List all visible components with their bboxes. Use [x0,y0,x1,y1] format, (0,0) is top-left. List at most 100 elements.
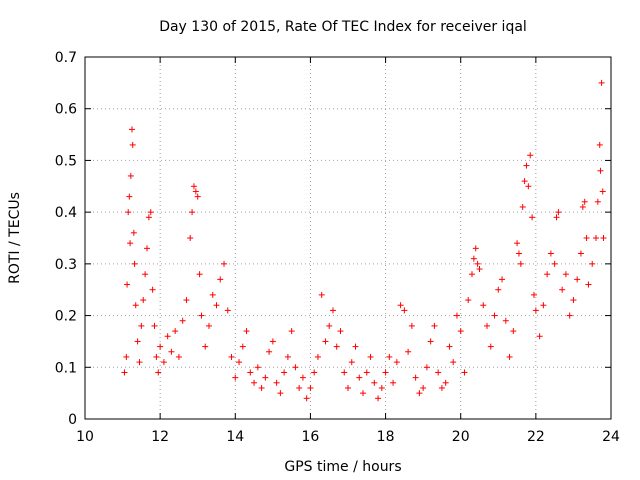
data-point [536,333,543,340]
data-point [559,286,566,293]
data-point [360,390,367,397]
data-point [151,322,158,329]
data-point [401,307,408,314]
data-point [183,297,190,304]
data-point [382,369,389,376]
data-point [525,183,532,190]
data-point [142,271,149,278]
x-tick-label: 18 [377,429,395,445]
y-tick-label: 0.6 [55,102,77,118]
data-point [599,188,606,195]
data-point [386,353,393,360]
data-point [517,260,524,267]
data-point [164,333,171,340]
data-point [269,338,276,345]
data-point [457,328,464,335]
data-point [292,364,299,371]
data-point [566,312,573,319]
data-point [284,353,291,360]
data-point [527,152,534,159]
data-point [126,193,133,200]
data-point [499,276,506,283]
data-point [299,374,306,381]
data-point [202,343,209,350]
data-point [515,250,522,257]
data-point [149,286,156,293]
data-point [138,322,145,329]
data-point [510,328,517,335]
data-point [474,260,481,267]
data-point [596,141,603,148]
data-point [461,369,468,376]
data-point [236,359,243,366]
data-point [123,353,130,360]
data-point [579,203,586,210]
data-point [356,374,363,381]
data-point [189,209,196,216]
y-tick-label: 0.5 [55,153,77,169]
x-tick-label: 14 [226,429,244,445]
data-point [416,390,423,397]
data-point [480,302,487,309]
data-point [224,307,231,314]
y-axis-label: ROTI / TECUs [7,192,23,284]
data-point [192,188,199,195]
data-point [532,307,539,314]
data-point [333,343,340,350]
data-point [266,348,273,355]
data-point [232,374,239,381]
x-tick-label: 24 [602,429,620,445]
data-point [136,359,143,366]
x-tick-label: 12 [151,429,169,445]
data-point [453,312,460,319]
data-point [187,235,194,241]
axis-ticks [84,56,612,420]
data-point [147,209,154,216]
data-point [442,379,449,386]
data-point [134,338,141,345]
data-point [179,317,186,324]
data-point [124,281,131,288]
data-point [221,260,228,267]
data-point [121,369,128,376]
x-tick-label: 22 [527,429,545,445]
data-point [438,384,445,391]
data-point [322,338,329,345]
data-point [495,286,502,293]
data-point [281,369,288,376]
data-point [371,379,378,386]
tick-labels: 10 12 14 16 18 20 22 24 0 0.1 0.2 0.3 0.4 0.5 0.6 0.7 [55,50,620,445]
data-point [450,359,457,366]
data-point [273,379,280,386]
y-tick-label: 0.1 [55,360,77,376]
data-point [168,348,175,355]
data-point [348,359,355,366]
data-point [198,312,205,319]
data-point [562,271,569,278]
data-point [140,297,147,304]
data-point [397,302,404,309]
x-tick-label: 20 [452,429,470,445]
data-point [551,260,558,267]
y-tick-label: 0.3 [55,257,77,273]
y-tick-label: 0.2 [55,309,77,325]
data-point [523,162,530,169]
data-point [277,390,284,397]
data-point [597,167,604,174]
data-point [337,328,344,335]
data-point [239,343,246,350]
data-point [581,198,588,205]
data-point [468,271,475,278]
data-point [131,260,138,267]
data-point [143,245,150,252]
data-point [217,276,224,283]
x-tick-label: 10 [76,429,94,445]
data-point [583,235,590,241]
data-point [145,214,152,221]
data-point [390,379,397,386]
data-point [484,322,491,329]
x-axis-label: GPS time / hours [284,459,401,475]
data-point [132,302,139,309]
data-point [598,79,605,86]
data-point [314,353,321,360]
